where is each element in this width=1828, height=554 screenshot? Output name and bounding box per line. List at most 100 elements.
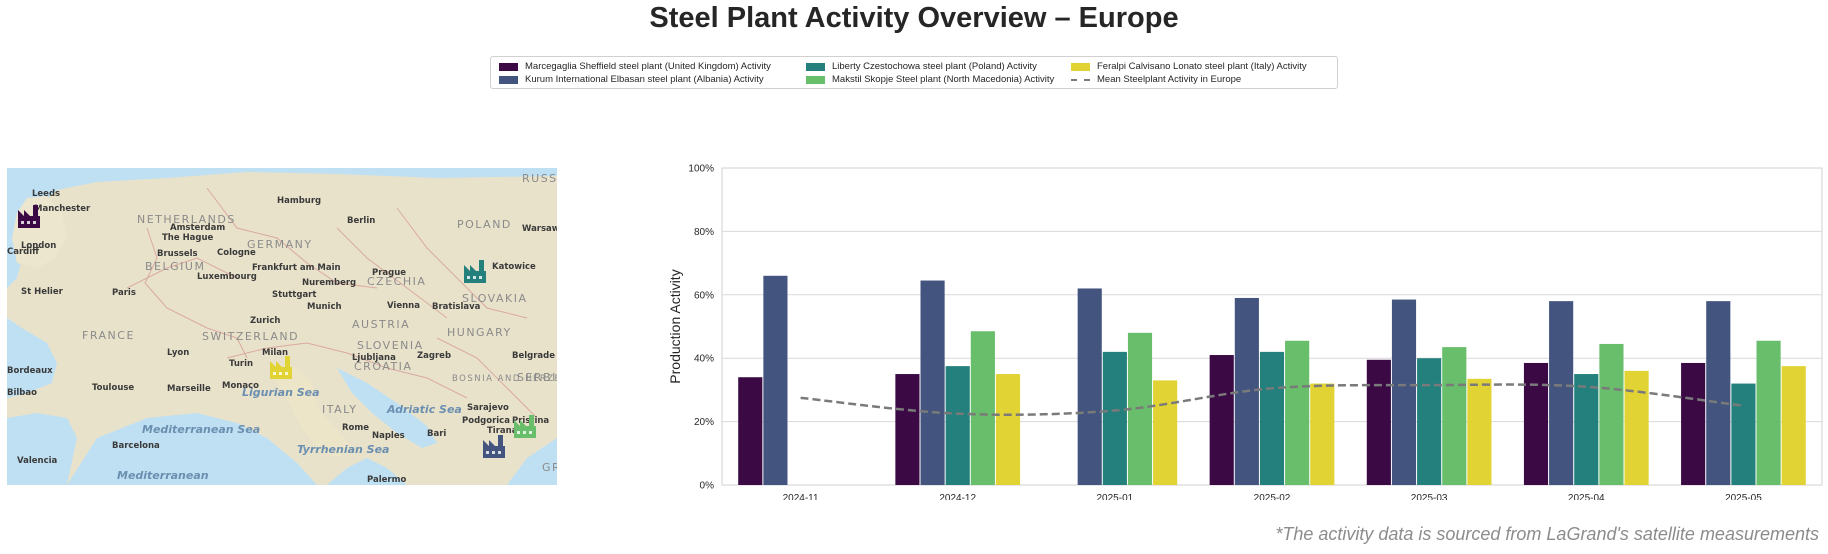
bar xyxy=(1209,355,1234,485)
bar xyxy=(1706,301,1731,485)
map-label: BELGIUM xyxy=(145,260,205,273)
map-label: Bordeaux xyxy=(7,366,53,376)
map-label: Ljubljana xyxy=(352,353,396,363)
map-label: Nuremberg xyxy=(302,278,356,288)
europe-map: Leeds Manchester London Cardiff NETHERLANDS A… xyxy=(7,168,557,485)
map-label: Valencia xyxy=(17,456,58,466)
bar xyxy=(738,377,763,485)
map-label: Podgorica xyxy=(462,416,510,426)
map-svg: LeedsManchesterLondonCardiffNETHERLANDSA… xyxy=(7,168,557,485)
x-tick-label: 2025-01 xyxy=(1097,493,1134,500)
map-label: Leeds xyxy=(32,189,60,199)
legend-label: Feralpi Calvisano Lonato steel plant (It… xyxy=(1097,61,1307,72)
bar xyxy=(1442,347,1467,485)
legend-line-swatch xyxy=(1071,79,1090,81)
map-label: Palermo xyxy=(367,475,406,485)
map-label: HUNGARY xyxy=(447,326,512,339)
bar xyxy=(920,280,945,485)
map-label: Bratislava xyxy=(432,302,481,312)
map-label: Barcelona xyxy=(112,441,160,451)
bar xyxy=(995,374,1021,485)
bar xyxy=(1467,378,1492,485)
map-border xyxy=(396,207,528,319)
bar xyxy=(763,275,788,485)
map-label: SLOVENIA xyxy=(357,339,424,352)
map-label: CROATIA xyxy=(354,360,412,373)
map-label: London xyxy=(21,241,56,251)
legend-swatch xyxy=(499,76,518,84)
bar xyxy=(1731,383,1756,485)
map-label: Frankfurt am Main xyxy=(252,263,341,273)
y-tick-label: 20% xyxy=(694,417,714,428)
factory-icon xyxy=(464,260,486,283)
map-label: Munich xyxy=(307,302,342,312)
map-label: Manchester xyxy=(34,204,91,214)
bar xyxy=(1574,374,1599,485)
map-label: Amsterdam xyxy=(170,223,225,233)
bar xyxy=(1756,340,1781,485)
bar xyxy=(1624,370,1649,485)
map-sea xyxy=(507,438,557,485)
map-border xyxy=(126,257,238,289)
map-label: Vienna xyxy=(387,301,420,311)
legend-label: Liberty Czestochowa steel plant (Poland)… xyxy=(832,61,1037,72)
map-label: Milan xyxy=(262,348,288,358)
y-tick-label: 80% xyxy=(694,227,714,238)
legend-swatch xyxy=(806,76,825,84)
bar xyxy=(1681,362,1706,485)
bar xyxy=(1391,299,1417,485)
map-label: Luxembourg xyxy=(197,272,257,282)
x-tick-label: 2025-05 xyxy=(1725,493,1762,500)
bar xyxy=(1310,383,1335,485)
legend-swatch xyxy=(806,63,825,71)
factory-icon xyxy=(483,435,505,458)
bar xyxy=(1549,301,1574,485)
map-border xyxy=(144,227,248,359)
x-tick-label: 2025-03 xyxy=(1411,493,1448,500)
map-sea xyxy=(7,168,557,288)
bar xyxy=(1285,340,1310,485)
map-label: Brussels xyxy=(157,249,198,259)
x-tick-label: 2024-11 xyxy=(783,493,819,500)
bar xyxy=(1523,362,1549,485)
map-label: Belgrade xyxy=(512,351,555,361)
map-label: Berlin xyxy=(347,216,375,226)
bar-chart: 0% 20% 40% 60% 80% 100% Production Activity 202… xyxy=(640,150,1828,505)
page-title: Steel Plant Activity Overview – Europe xyxy=(649,2,1179,34)
data-source-footnote: *The activity data is sourced from LaGra… xyxy=(1275,524,1819,544)
map-label: Naples xyxy=(372,431,405,441)
map-label: Cardiff xyxy=(7,247,39,257)
bar xyxy=(1366,359,1391,485)
map-land xyxy=(7,168,557,485)
legend-label: Makstil Skopje Steel plant (North Macedo… xyxy=(832,74,1055,85)
legend-swatch xyxy=(499,63,518,71)
map-label: Rome xyxy=(342,423,369,433)
factory-icon xyxy=(270,356,292,379)
factory-icon xyxy=(18,205,40,228)
bar xyxy=(1599,343,1624,485)
map-label: Mediterranean xyxy=(117,469,209,482)
map-sea xyxy=(327,458,407,485)
map-label: St Helier xyxy=(21,287,64,297)
map-label: Warsaw xyxy=(522,224,557,234)
map-sea xyxy=(67,413,317,485)
map-border xyxy=(336,227,448,319)
map-label: The Hague xyxy=(162,233,214,243)
legend-label: Kurum International Elbasan steel plant … xyxy=(525,74,764,85)
bar xyxy=(1781,366,1806,485)
map-label: SERBIA xyxy=(517,371,557,384)
map-label: Adriatic Sea xyxy=(386,403,462,416)
map-border xyxy=(206,187,378,289)
x-tick-label: 2025-04 xyxy=(1568,493,1605,500)
map-label: ITALY xyxy=(322,403,358,416)
map-sea xyxy=(337,368,437,448)
chart-legend: Marcegaglia Sheffield steel plant (Unite… xyxy=(490,56,1338,89)
legend-label: Mean Steelplant Activity in Europe xyxy=(1097,74,1242,85)
chart-svg: 0% 20% 40% 60% 80% 100% Production Activity 202… xyxy=(667,164,1823,504)
map-label: Lyon xyxy=(167,348,189,358)
map-sea xyxy=(7,318,57,398)
mean-activity-line xyxy=(800,383,1744,416)
bar xyxy=(1153,380,1178,485)
map-label: Ligurian Sea xyxy=(242,386,320,399)
legend-label: Marcegaglia Sheffield steel plant (Unite… xyxy=(525,61,771,72)
